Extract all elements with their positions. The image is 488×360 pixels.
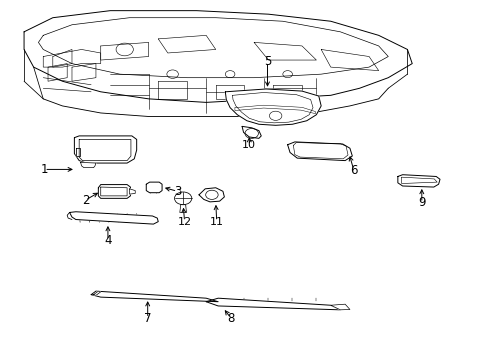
- Polygon shape: [242, 126, 261, 138]
- Polygon shape: [397, 175, 439, 187]
- Text: 4: 4: [104, 234, 111, 247]
- Polygon shape: [74, 136, 137, 163]
- Polygon shape: [146, 182, 162, 193]
- Polygon shape: [129, 189, 135, 194]
- Text: 1: 1: [41, 163, 48, 176]
- Text: 2: 2: [81, 194, 89, 207]
- Polygon shape: [24, 11, 411, 102]
- Text: 3: 3: [173, 185, 181, 198]
- Text: 9: 9: [417, 197, 425, 210]
- Polygon shape: [225, 89, 321, 125]
- Polygon shape: [98, 185, 130, 198]
- Polygon shape: [81, 162, 96, 168]
- Polygon shape: [93, 291, 101, 295]
- Text: 10: 10: [242, 140, 256, 150]
- Polygon shape: [206, 298, 340, 310]
- Text: 11: 11: [209, 217, 223, 227]
- Polygon shape: [91, 291, 218, 302]
- Polygon shape: [287, 142, 351, 161]
- Polygon shape: [199, 188, 224, 202]
- Polygon shape: [69, 212, 158, 224]
- Text: 7: 7: [143, 312, 151, 325]
- Polygon shape: [180, 205, 186, 212]
- Text: 6: 6: [349, 164, 357, 177]
- Text: 5: 5: [263, 55, 271, 68]
- Polygon shape: [330, 304, 349, 310]
- Text: 12: 12: [177, 217, 191, 227]
- Polygon shape: [76, 148, 80, 156]
- Text: 8: 8: [227, 312, 234, 325]
